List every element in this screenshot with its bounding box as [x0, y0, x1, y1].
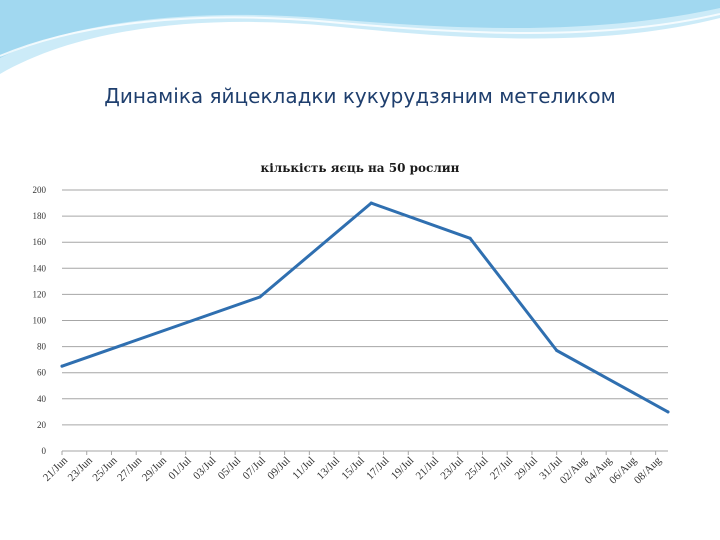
- background-swoosh: [0, 0, 720, 74]
- x-tick-label: 01/Jul: [166, 455, 194, 483]
- x-tick-label: 29/Jun: [140, 454, 170, 484]
- y-tick-label: 120: [33, 289, 47, 299]
- x-tick-label: 13/Jul: [315, 455, 343, 483]
- data-point: [60, 364, 64, 368]
- x-tick-label: 15/Jul: [339, 455, 367, 483]
- y-tick-label: 0: [42, 446, 47, 456]
- y-tick-label: 20: [37, 420, 47, 430]
- x-tick-label: 08/Aug: [632, 454, 664, 486]
- x-tick-label: 21/Jun: [41, 454, 71, 484]
- series-line: [60, 201, 670, 414]
- x-tick-label: 11/Jul: [290, 455, 317, 482]
- x-tick-label: 03/Jul: [191, 455, 219, 483]
- data-point: [666, 410, 670, 414]
- x-tick-label: 05/Jul: [216, 455, 244, 483]
- chart-title: кількість яєць на 50 рослин: [260, 161, 460, 175]
- x-tick-label: 25/Jul: [463, 455, 491, 483]
- data-point: [369, 201, 373, 205]
- y-tick-label: 60: [37, 368, 47, 378]
- x-tick-label: 07/Jul: [240, 455, 268, 483]
- data-point: [258, 295, 262, 299]
- x-tick-label: 19/Jul: [389, 455, 417, 483]
- x-tick-label: 23/Jun: [66, 454, 96, 484]
- x-tick-label: 25/Jun: [90, 454, 120, 484]
- y-tick-label: 40: [37, 394, 47, 404]
- y-tick-label: 100: [33, 316, 47, 326]
- x-tick-label: 27/Jul: [488, 455, 516, 483]
- x-tick-label: 29/Jul: [513, 455, 541, 483]
- x-tick-label: 27/Jun: [115, 454, 145, 484]
- x-tick-label: 09/Jul: [265, 455, 293, 483]
- y-tick-label: 80: [37, 342, 47, 352]
- y-tick-label: 200: [33, 185, 47, 195]
- data-point: [555, 349, 559, 353]
- x-tick-label: 23/Jul: [438, 455, 466, 483]
- slide-title: Динаміка яйцекладки кукурудзяним метелик…: [104, 84, 616, 108]
- x-tick-label: 17/Jul: [364, 455, 392, 483]
- y-tick-label: 140: [33, 263, 47, 273]
- y-tick-label: 180: [33, 211, 47, 221]
- y-tick-label: 160: [33, 237, 47, 247]
- x-tick-label: 21/Jul: [414, 455, 442, 483]
- data-point: [468, 236, 472, 240]
